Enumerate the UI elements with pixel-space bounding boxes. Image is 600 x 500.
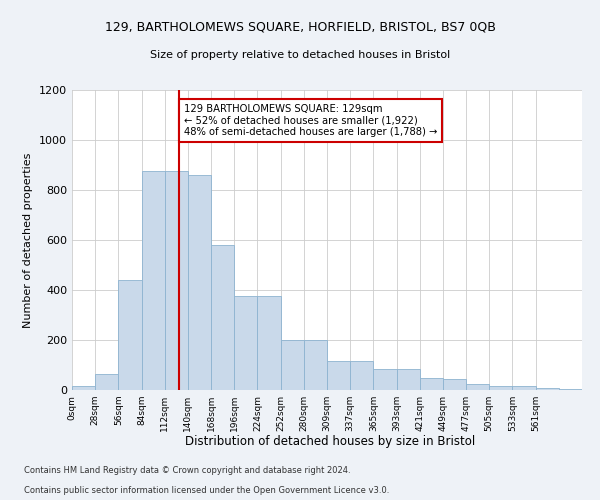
Text: Distribution of detached houses by size in Bristol: Distribution of detached houses by size … [185,435,475,448]
Bar [234,296,257,390]
Bar [536,388,559,390]
Bar [327,361,350,390]
Bar [489,386,512,390]
Bar [95,374,118,390]
Bar [466,384,489,390]
Bar [188,175,211,390]
Bar [211,245,234,390]
Bar [512,386,536,390]
Bar [142,171,165,390]
Bar [350,361,373,390]
Text: Size of property relative to detached houses in Bristol: Size of property relative to detached ho… [150,50,450,60]
Bar [443,379,466,390]
Text: Contains HM Land Registry data © Crown copyright and database right 2024.: Contains HM Land Registry data © Crown c… [24,466,350,475]
Bar [373,369,397,390]
Bar [397,369,420,390]
Bar [72,386,95,390]
Bar [118,280,142,390]
Bar [257,296,281,390]
Text: 129 BARTHOLOMEWS SQUARE: 129sqm
← 52% of detached houses are smaller (1,922)
48%: 129 BARTHOLOMEWS SQUARE: 129sqm ← 52% of… [184,104,437,137]
Bar [420,378,443,390]
Text: Contains public sector information licensed under the Open Government Licence v3: Contains public sector information licen… [24,486,389,495]
Bar [559,389,582,390]
Bar [281,340,304,390]
Bar [304,340,327,390]
Bar [165,171,188,390]
Text: 129, BARTHOLOMEWS SQUARE, HORFIELD, BRISTOL, BS7 0QB: 129, BARTHOLOMEWS SQUARE, HORFIELD, BRIS… [104,20,496,33]
Y-axis label: Number of detached properties: Number of detached properties [23,152,34,328]
